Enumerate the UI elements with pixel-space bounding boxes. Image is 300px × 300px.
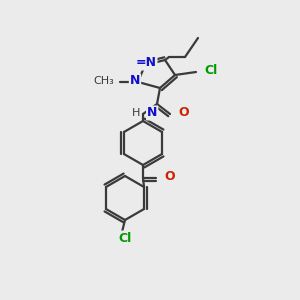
Text: Cl: Cl <box>204 64 217 77</box>
Text: N: N <box>130 74 140 88</box>
Text: O: O <box>164 170 175 184</box>
Text: CH₃: CH₃ <box>93 76 114 86</box>
Text: N: N <box>147 106 158 119</box>
Text: H: H <box>132 108 140 118</box>
Text: Cl: Cl <box>118 232 131 244</box>
Text: =N: =N <box>136 56 157 70</box>
Text: O: O <box>178 106 189 119</box>
